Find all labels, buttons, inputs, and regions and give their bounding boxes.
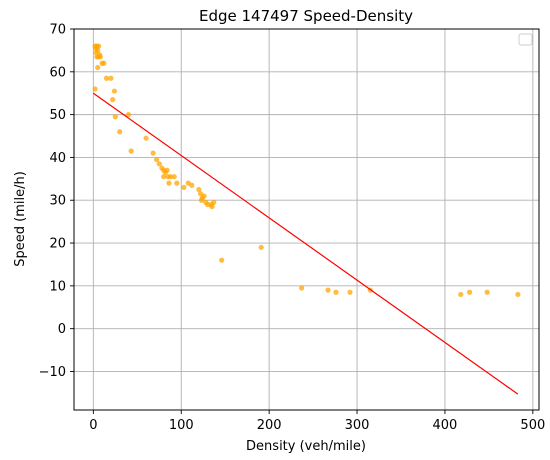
- data-point: [110, 97, 116, 103]
- data-point: [101, 60, 107, 66]
- y-tick-label: 10: [49, 279, 66, 294]
- data-point: [181, 184, 187, 190]
- data-point: [515, 291, 521, 298]
- data-point: [299, 285, 305, 291]
- data-point: [333, 289, 339, 295]
- y-tick-label: 70: [49, 23, 66, 38]
- x-axis-label: Density (veh/mile): [246, 439, 366, 454]
- data-point: [458, 291, 464, 298]
- data-point: [164, 167, 170, 173]
- y-tick-label: 0: [58, 322, 66, 337]
- y-tick-label: 30: [49, 194, 66, 209]
- data-point: [92, 86, 98, 92]
- data-point: [111, 88, 118, 94]
- data-point: [108, 75, 114, 81]
- data-series: [92, 43, 521, 395]
- y-tick-label: 40: [49, 151, 66, 166]
- data-point: [201, 193, 207, 199]
- data-point: [166, 180, 172, 186]
- y-tick-label: 50: [49, 108, 66, 123]
- data-point: [211, 199, 217, 205]
- x-tick-label: 200: [257, 418, 282, 433]
- data-point: [189, 182, 195, 188]
- x-tick-label: 500: [520, 418, 545, 433]
- data-point: [325, 287, 331, 293]
- data-point: [161, 174, 167, 180]
- chart-title: Edge 147497 Speed-Density: [199, 7, 413, 25]
- data-point: [95, 47, 101, 54]
- data-point: [96, 43, 102, 49]
- plot-frame: [73, 28, 540, 411]
- legend-box: [518, 33, 533, 46]
- y-tick-label: 60: [49, 65, 66, 80]
- data-point: [125, 112, 132, 118]
- data-point: [154, 156, 160, 163]
- data-point: [97, 54, 103, 60]
- data-point: [103, 75, 110, 81]
- data-point: [171, 174, 177, 180]
- axis-ticks: 0 100 200 300 400 500 −10 0 10 20 30 40 50 60 70: [39, 23, 546, 434]
- data-point: [484, 289, 490, 295]
- y-tick-label: 20: [49, 237, 66, 252]
- data-point: [219, 257, 225, 263]
- x-tick-label: 100: [169, 418, 194, 433]
- grid-lines: [74, 28, 539, 410]
- data-point: [174, 180, 180, 186]
- fit-line: [92, 92, 519, 395]
- data-point: [117, 129, 123, 135]
- data-point: [196, 186, 202, 193]
- data-point: [150, 150, 156, 156]
- x-tick-label: 300: [345, 418, 370, 433]
- data-point: [347, 289, 353, 295]
- data-point: [198, 197, 205, 203]
- data-point: [156, 161, 162, 167]
- x-tick-label: 0: [89, 418, 97, 433]
- data-point: [95, 64, 101, 71]
- data-point: [128, 148, 134, 154]
- data-point: [466, 289, 473, 295]
- data-point: [258, 244, 264, 250]
- data-point: [112, 114, 118, 120]
- y-axis-label: Speed (mile/h): [13, 171, 28, 267]
- y-tick-label: −10: [39, 365, 66, 380]
- x-tick-label: 400: [433, 418, 458, 433]
- data-point: [143, 135, 149, 141]
